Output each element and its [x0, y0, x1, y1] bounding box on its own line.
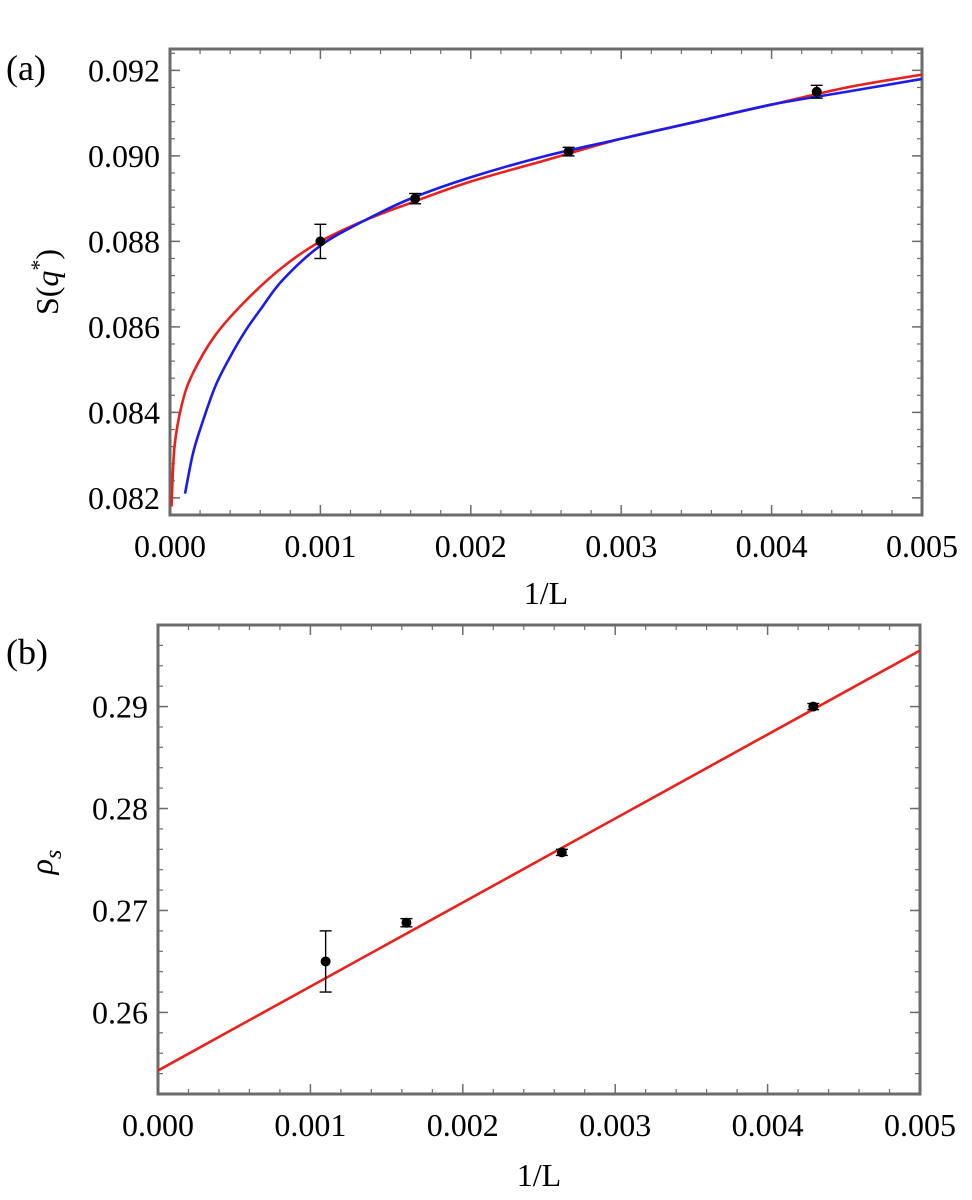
panel-b: (b) 0.000 0.001 0.002 0.003 0.004 0.0050.260.…	[6, 623, 956, 1193]
x-tick-label: 0.000	[122, 1107, 194, 1143]
panel-a-tick-labels: 0.000 0.001 0.002 0.003 0.004 0.005 0.082 0.084…	[88, 52, 958, 564]
x-tick-label: 0.004	[736, 528, 808, 564]
y-tick-label: 0.29	[92, 689, 148, 725]
panel-a-frame	[168, 47, 924, 517]
y-tick-label: 0.084	[88, 394, 160, 430]
fit-curve-1	[170, 73, 923, 507]
data-point	[410, 193, 421, 204]
panel-b-label: (b)	[6, 632, 48, 672]
y-tick-label: 0.27	[92, 892, 148, 928]
panel-a-ylabel: S(q*)	[26, 249, 65, 315]
panel-a: (a) 0.000 0.001 0.002 0.003 0.004 0.0050.0820…	[6, 47, 958, 611]
panel-a-points	[314, 84, 823, 260]
y-tick-label: 0.082	[88, 480, 160, 516]
x-tick-label: 0.002	[435, 528, 507, 564]
y-tick-label: 0.088	[88, 223, 160, 259]
x-tick-label: 0.004	[732, 1107, 804, 1143]
data-point	[320, 956, 331, 967]
panel-a-xlabel: 1/L	[524, 575, 568, 611]
data-point	[808, 701, 819, 712]
x-tick-label: 0.003	[579, 1107, 651, 1143]
y-tick-label: 0.28	[92, 791, 148, 827]
x-tick-label: 0.003	[585, 528, 657, 564]
x-tick-label: 0.002	[427, 1107, 499, 1143]
panel-b-ylabel: ρs	[23, 850, 67, 876]
y-tick-label: 0.086	[88, 309, 160, 345]
y-tick-label: 0.090	[88, 138, 160, 174]
panel-a-ticks	[169, 49, 923, 516]
data-point	[315, 236, 326, 247]
x-tick-label: 0.001	[284, 528, 356, 564]
data-point	[811, 86, 822, 97]
panel-b-ticks	[157, 624, 921, 1095]
y-tick-label: 0.092	[88, 52, 160, 88]
data-point	[556, 847, 567, 858]
data-point	[563, 146, 574, 157]
fit-curve-2	[183, 77, 923, 494]
panel-b-frame	[156, 623, 922, 1096]
panel-b-points	[319, 701, 820, 993]
x-tick-label: 0.005	[886, 528, 958, 564]
panel-b-fits	[157, 649, 921, 1072]
panel-a-label: (a)	[6, 48, 46, 88]
fit-curve-1	[157, 649, 921, 1072]
panel-a-fits	[170, 73, 923, 507]
x-tick-label: 0.005	[884, 1107, 956, 1143]
panel-b-tick-labels: 0.000 0.001 0.002 0.003 0.004 0.005 0.26 0.27 0.…	[92, 689, 956, 1143]
data-point	[401, 917, 412, 928]
panel-b-xlabel: 1/L	[517, 1157, 561, 1193]
x-tick-label: 0.001	[274, 1107, 346, 1143]
x-tick-label: 0.000	[134, 528, 206, 564]
y-tick-label: 0.26	[92, 994, 148, 1030]
